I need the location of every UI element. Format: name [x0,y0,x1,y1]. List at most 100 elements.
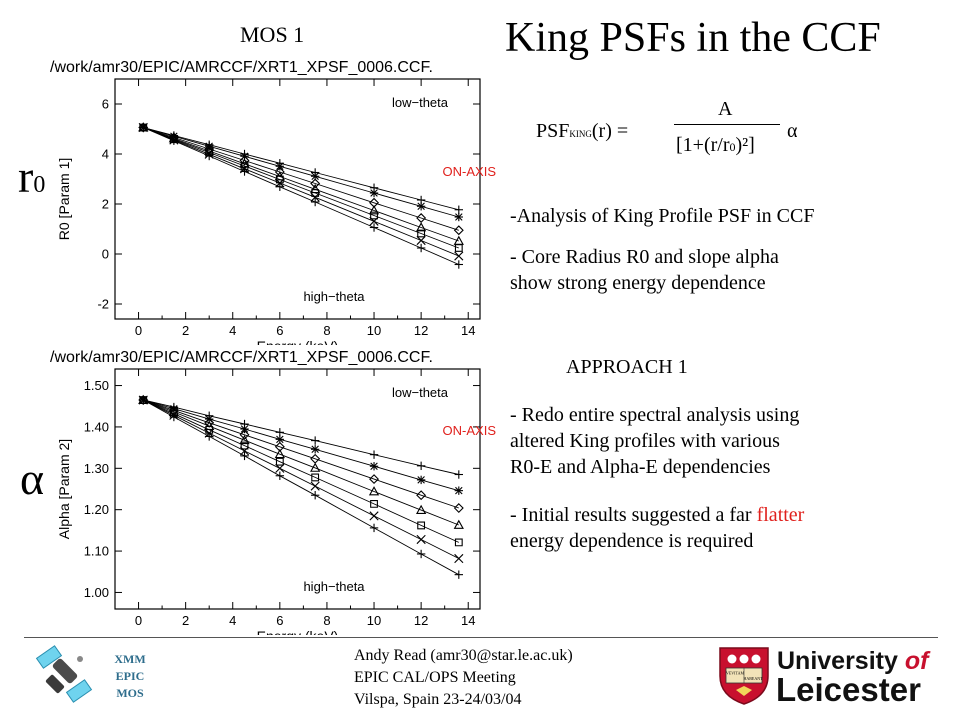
data-point [453,225,464,236]
series-line [143,127,459,218]
xmm-satellite-icon [35,645,93,703]
x-tick-label: 8 [323,613,330,628]
data-point [239,434,250,445]
bullet-core-radius-line1: - Core Radius R0 and slope alpha [510,246,779,268]
data-point [310,172,320,181]
x-tick-label: 8 [323,323,330,338]
data-point [453,503,464,514]
data-point [169,412,179,422]
chart-path-title: /work/amr30/EPIC/AMRCCF/XRT1_XPSF_0006.C… [50,59,433,76]
x-tick-label: 6 [276,613,283,628]
formula-numerator: A [718,98,733,120]
series-line [143,127,459,257]
x-tick-label: 6 [276,323,283,338]
y-tick-label: 6 [102,97,109,112]
series-line [143,399,459,509]
data-point [416,475,426,485]
data-point [368,486,380,496]
formula-sub: KING [569,129,592,139]
bullet-initial-pre: - Initial results suggested a far [510,504,757,526]
footer-place: Vilspa, Spain 23-24/03/04 [354,691,522,708]
data-point [369,223,379,232]
y-tick-label: 1.10 [84,544,109,559]
data-point [454,212,464,222]
data-point [139,123,148,132]
formula-arg: (r) = [591,120,629,142]
data-point [169,136,179,145]
series-line [143,399,460,576]
xmm-line1: XMM [114,652,146,666]
data-point [454,486,464,495]
y-tick-label: 1.30 [84,461,109,476]
y-tick-label: 0 [102,247,109,262]
x-tick-label: 12 [414,323,428,338]
y-axis-label: Alpha [Param 2] [56,439,72,539]
series-line [143,399,459,526]
approach-heading: APPROACH 1 [566,356,688,378]
x-tick-label: 12 [414,613,428,628]
data-point [274,448,285,459]
series-line [143,399,460,559]
y-tick-label: 1.20 [84,502,109,517]
footer-meeting: EPIC CAL/OPS Meeting [354,669,516,686]
data-point [204,151,214,161]
highlight-flatter: flatter [756,504,805,526]
formula-exponent: α [787,120,798,142]
data-point [240,424,249,434]
bullet-core-radius: - Core Radius R0 and slope alpha show st… [510,244,940,296]
xmm-line2: EPIC [115,669,145,683]
data-point [275,182,285,191]
formula-denominator: [1+(r/r0)²] [676,134,755,156]
y-tick-label: 4 [102,147,109,162]
data-point [454,260,464,269]
bullet-initial-line2: energy dependence is required [510,530,754,552]
bullet-redo-line1: - Redo entire spectral analysis using [510,404,800,426]
alpha-energy-chart: /work/amr30/EPIC/AMRCCF/XRT1_XPSF_0006.C… [50,349,496,635]
data-point [416,534,426,545]
fraction-bar [674,124,780,125]
data-point [417,521,426,530]
data-point [454,570,464,579]
data-point [310,436,320,445]
bullet-analysis: -Analysis of King Profile PSF in CCF [510,205,815,227]
footer-info: Andy Read (amr30@star.le.ac.uk) EPIC CAL… [354,645,573,711]
xmm-epic-mos-label: XMM EPIC MOS [102,651,158,702]
series-line [143,127,459,242]
university-word: University [777,647,898,675]
plot-frame [114,78,481,320]
series-line [143,127,459,231]
data-point [416,235,426,246]
formula-lhs: PSFKING(r) = [536,120,628,143]
data-point [204,432,214,441]
y-tick-label: 1.50 [84,378,109,393]
x-tick-label: 14 [461,613,475,628]
annotation-low-theta: low−theta [392,95,449,110]
series-line [143,399,459,475]
university-crest-icon: VEVITAM HABEANT [719,647,769,705]
data-point [454,244,463,252]
data-point [369,462,379,471]
data-point [139,395,148,405]
y-axis-label: R0 [Param 1] [56,158,72,240]
university-name-line2: Leicester [776,671,921,708]
data-point [310,481,320,491]
data-point [369,450,379,459]
series-line [143,399,459,543]
x-tick-label: 2 [182,323,189,338]
data-point [416,243,426,253]
university-name-line1: University of [777,647,928,676]
data-point [416,461,426,471]
data-point [275,471,285,480]
bullet-redo-line3: R0-E and Alpha-E dependencies [510,456,771,478]
x-tick-label: 10 [367,323,381,338]
data-point [370,211,378,220]
data-point [239,155,250,166]
data-point [416,202,426,211]
data-point [454,538,463,547]
bullet-redo: - Redo entire spectral analysis using al… [510,402,940,480]
series-line [143,399,459,492]
data-point [240,167,249,176]
y-tick-label: 2 [102,197,109,212]
x-tick-label: 14 [461,323,475,338]
data-point [239,429,250,440]
